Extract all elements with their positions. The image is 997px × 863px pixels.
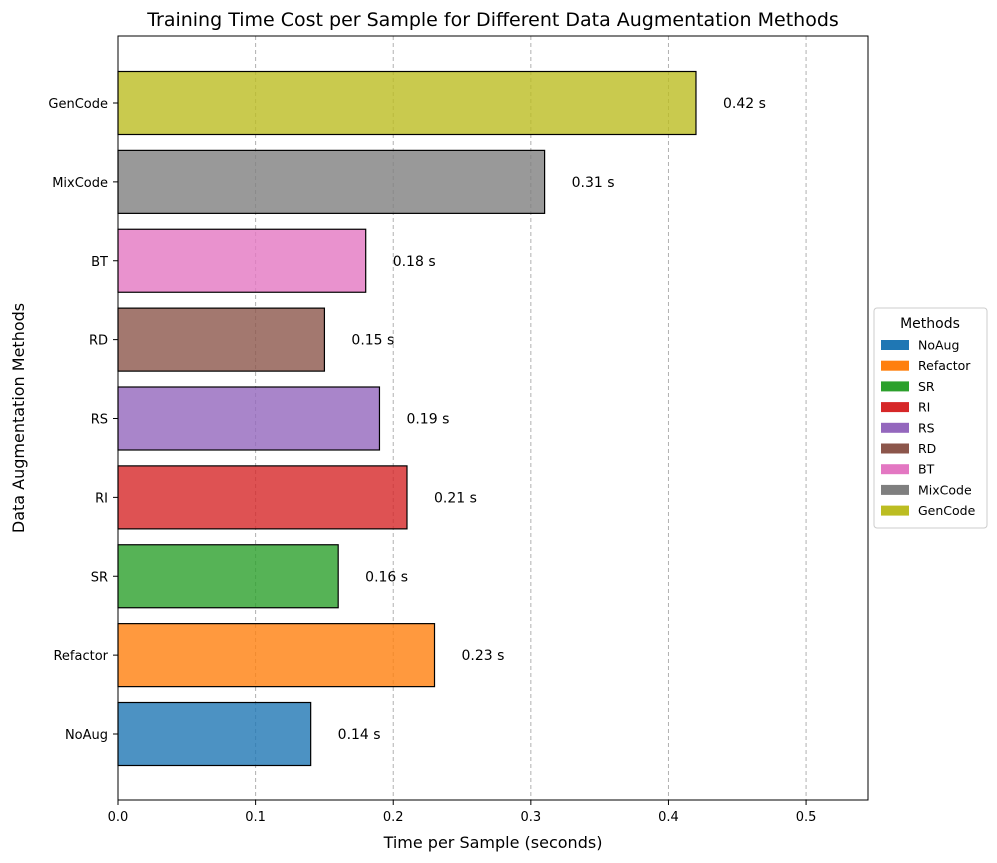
legend-swatch-mixcode [881, 484, 909, 495]
y-tick-label: NoAug [65, 728, 108, 743]
value-label-rs: 0.19 s [406, 412, 449, 428]
legend-label-ri: RI [918, 400, 930, 415]
value-label-bt: 0.18 s [393, 254, 436, 270]
value-label-noaug: 0.14 s [338, 727, 381, 743]
x-tick-label: 0.0 [108, 810, 129, 825]
legend-label-sr: SR [918, 379, 935, 394]
legend-label-refactor: Refactor [918, 358, 971, 373]
y-tick-label: BT [91, 255, 108, 270]
bar-mixcode [117, 149, 546, 214]
y-tick-label: RI [95, 491, 108, 506]
legend-label-noaug: NoAug [918, 338, 959, 353]
x-axis-title: Time per Sample (seconds) [383, 833, 603, 852]
legend-swatch-sr [881, 381, 909, 392]
legend-swatch-ri [881, 402, 909, 413]
legend-swatch-bt [881, 464, 909, 475]
legend-swatch-refactor [881, 360, 909, 371]
y-tick-label: GenCode [48, 97, 108, 112]
x-tick-label: 0.4 [658, 810, 679, 825]
y-axis: NoAug Refactor SR RI RS RD BT MixCode GenCode [48, 97, 118, 743]
chart-title: Training Time Cost per Sample for Differ… [146, 9, 839, 31]
bar-noaug [117, 701, 312, 767]
bar-rd [117, 307, 326, 372]
bars [117, 70, 697, 767]
y-axis-title: Data Augmentation Methods [9, 303, 28, 533]
x-tick-label: 0.2 [383, 810, 404, 825]
legend: Methods NoAug Refactor SR RI RS RD BT MixCode Ge… [873, 307, 988, 529]
y-tick-label: MixCode [52, 176, 108, 191]
value-label-rd: 0.15 s [351, 333, 394, 349]
legend-title: Methods [900, 316, 960, 332]
x-tick-label: 0.1 [245, 810, 266, 825]
legend-label-bt: BT [918, 462, 935, 477]
legend-items: NoAug Refactor SR RI RS RD BT MixCode GenCode [881, 338, 976, 518]
value-label-ri: 0.21 s [434, 490, 477, 506]
x-tick-label: 0.5 [796, 810, 817, 825]
legend-swatch-noaug [881, 340, 909, 350]
value-labels: 0.14 s 0.23 s 0.16 s 0.21 s 0.19 s 0.15 s 0.18… [338, 96, 766, 743]
legend-label-rs: RS [918, 420, 935, 435]
y-tick-label: SR [91, 570, 108, 585]
bar-ri [117, 465, 408, 530]
bar-bt [117, 228, 367, 293]
legend-swatch-rd [881, 443, 909, 454]
x-tick-label: 0.3 [521, 810, 542, 825]
bar-rs [117, 386, 381, 451]
legend-swatch-rs [881, 422, 909, 433]
value-label-sr: 0.16 s [365, 569, 408, 585]
y-tick-label: RS [91, 413, 108, 428]
y-tick-label: Refactor [53, 649, 108, 664]
bar-refactor [117, 623, 436, 688]
value-label-refactor: 0.23 s [462, 648, 505, 664]
bar-gencode [117, 70, 697, 136]
value-label-mixcode: 0.31 s [572, 175, 615, 191]
y-tick-label: RD [89, 334, 108, 349]
bar-sr [117, 544, 339, 609]
legend-label-mixcode: MixCode [918, 482, 972, 497]
legend-label-rd: RD [918, 441, 936, 456]
value-label-gencode: 0.42 s [723, 96, 766, 112]
legend-label-gencode: GenCode [918, 503, 976, 518]
legend-swatch-gencode [881, 505, 909, 516]
x-axis: 0.0 0.1 0.2 0.3 0.4 0.5 [108, 800, 817, 825]
